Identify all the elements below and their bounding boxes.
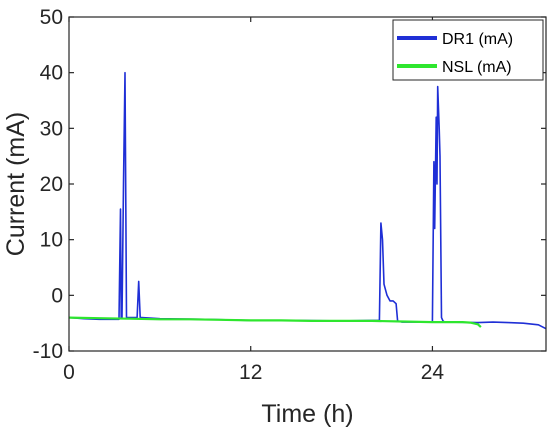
series-line-nsl	[68, 316, 482, 328]
y-tick-label: 30	[40, 117, 63, 140]
legend-label: DR1 (mA)	[442, 31, 513, 48]
x-tick-label: 12	[239, 361, 262, 384]
legend-label: NSL (mA)	[442, 59, 512, 76]
x-tick-label: 0	[63, 361, 75, 384]
y-tick-label: 10	[40, 229, 63, 252]
x-axis-label: Time (h)	[261, 400, 353, 428]
y-tick-label: 50	[40, 6, 63, 29]
y-axis-label: Current (mA)	[2, 112, 30, 256]
y-tick-label: 40	[40, 62, 63, 85]
y-tick-label: 20	[40, 173, 63, 196]
y-tick-label: -10	[33, 340, 63, 363]
x-tick-label: 24	[421, 361, 445, 384]
legend: DR1 (mA) NSL (mA)	[392, 19, 544, 81]
legend-box	[392, 19, 544, 81]
y-tick-label: 0	[51, 284, 63, 307]
series-line-dr1	[68, 71, 547, 330]
series-layer	[68, 71, 547, 330]
